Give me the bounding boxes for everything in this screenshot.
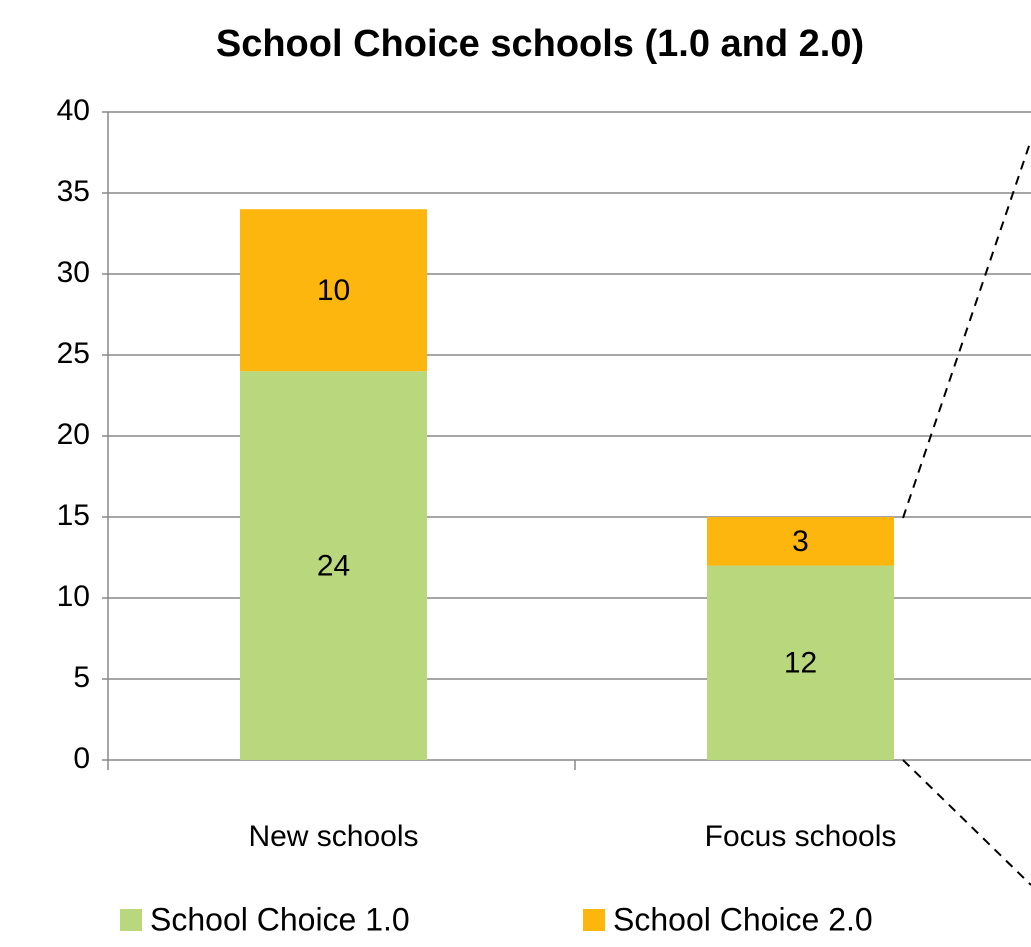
y-tick-label: 20 <box>57 418 90 451</box>
y-tick-label: 30 <box>57 256 90 289</box>
legend-swatch <box>583 909 605 931</box>
bar-segment <box>240 371 427 760</box>
x-tick-label: New schools <box>248 820 418 853</box>
y-tick-label: 5 <box>73 661 90 694</box>
data-label: 10 <box>317 274 350 307</box>
data-label: 12 <box>784 647 817 680</box>
zoom-line <box>902 759 1031 886</box>
bar-segment <box>707 565 894 760</box>
chart-title: School Choice schools (1.0 and 2.0) <box>216 23 864 65</box>
legend-label: School Choice 2.0 <box>613 901 873 937</box>
bar-segment <box>707 517 894 566</box>
y-tick-label: 10 <box>57 580 90 613</box>
y-tick-label: 40 <box>57 94 90 127</box>
data-label: 24 <box>317 550 350 583</box>
y-tick-label: 25 <box>57 337 90 370</box>
y-tick-label: 35 <box>57 175 90 208</box>
bar-segment <box>240 209 427 372</box>
x-tick-label: Focus schools <box>705 820 897 853</box>
y-tick-label: 15 <box>57 499 90 532</box>
zoom-line <box>902 139 1031 519</box>
data-label: 3 <box>792 525 809 558</box>
legend-swatch <box>120 909 142 931</box>
y-tick-label: 0 <box>73 742 90 775</box>
legend-label: School Choice 1.0 <box>150 901 410 937</box>
